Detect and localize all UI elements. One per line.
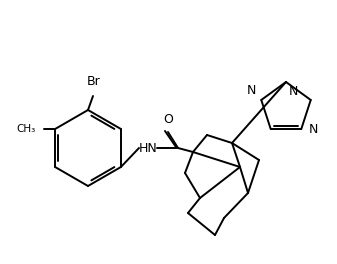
Text: N: N (308, 122, 318, 135)
Text: HN: HN (139, 142, 157, 154)
Text: Br: Br (87, 75, 101, 88)
Text: CH₃: CH₃ (17, 124, 36, 134)
Text: N: N (289, 85, 298, 98)
Text: O: O (163, 113, 173, 126)
Text: N: N (247, 84, 256, 97)
